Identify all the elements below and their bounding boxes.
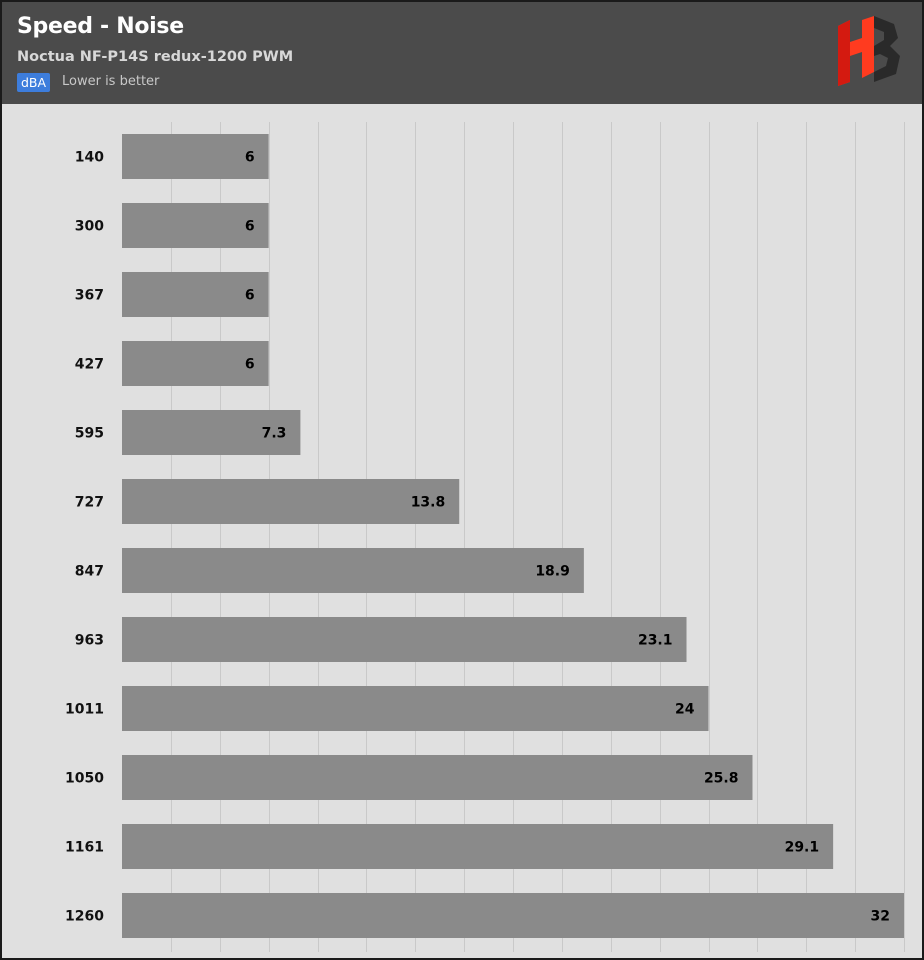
- bar-1011: [122, 686, 709, 731]
- category-label-727: 727: [75, 495, 104, 511]
- category-label-1011: 1011: [65, 702, 104, 718]
- value-label-1011: 24: [675, 702, 695, 718]
- category-label-595: 595: [75, 426, 104, 442]
- chart-subtitle: Noctua NF-P14S redux-1200 PWM: [17, 49, 294, 65]
- bar-727: [122, 479, 460, 524]
- category-label-1050: 1050: [65, 771, 104, 787]
- unit-badge: dBA: [17, 73, 51, 92]
- bar-367: [122, 272, 269, 317]
- value-label-1050: 25.8: [704, 771, 739, 787]
- value-label-367: 6: [245, 288, 255, 304]
- bar-963: [122, 617, 687, 662]
- chart-header: Speed - Noise Noctua NF-P14S redux-1200 …: [2, 2, 922, 104]
- value-label-595: 7.3: [262, 426, 287, 442]
- category-label-963: 963: [75, 633, 104, 649]
- bar-1260: [122, 893, 904, 938]
- category-label-1260: 1260: [65, 909, 104, 925]
- value-label-1260: 32: [871, 909, 890, 925]
- value-label-963: 23.1: [638, 633, 673, 649]
- value-label-1161: 29.1: [785, 840, 820, 856]
- lower-is-better-note: Lower is better: [62, 74, 160, 89]
- hb-logo-icon: [838, 16, 900, 86]
- bar-847: [122, 548, 584, 593]
- bar-chart: 140 6 300 6 367 6 427 6 595 7.3 727 13.8 847 18.9 963 2…: [65, 122, 905, 952]
- value-label-427: 6: [245, 357, 255, 373]
- value-label-300: 6: [245, 219, 255, 235]
- bar-300: [122, 203, 269, 248]
- category-label-367: 367: [75, 288, 104, 304]
- category-label-140: 140: [75, 150, 104, 166]
- category-label-1161: 1161: [65, 840, 104, 856]
- chart-title: Speed - Noise: [17, 14, 184, 39]
- category-label-427: 427: [75, 357, 104, 373]
- plot-area: 140 6 300 6 367 6 427 6 595 7.3 727 13.8 847 18.9 963 2…: [2, 104, 922, 958]
- bar-595: [122, 410, 301, 455]
- category-label-847: 847: [75, 564, 104, 580]
- category-label-300: 300: [75, 219, 104, 235]
- value-label-847: 18.9: [535, 564, 570, 580]
- bar-140: [122, 134, 269, 179]
- bar-427: [122, 341, 269, 386]
- value-label-727: 13.8: [411, 495, 446, 511]
- bar-1050: [122, 755, 753, 800]
- value-label-140: 6: [245, 150, 255, 166]
- bar-1161: [122, 824, 834, 869]
